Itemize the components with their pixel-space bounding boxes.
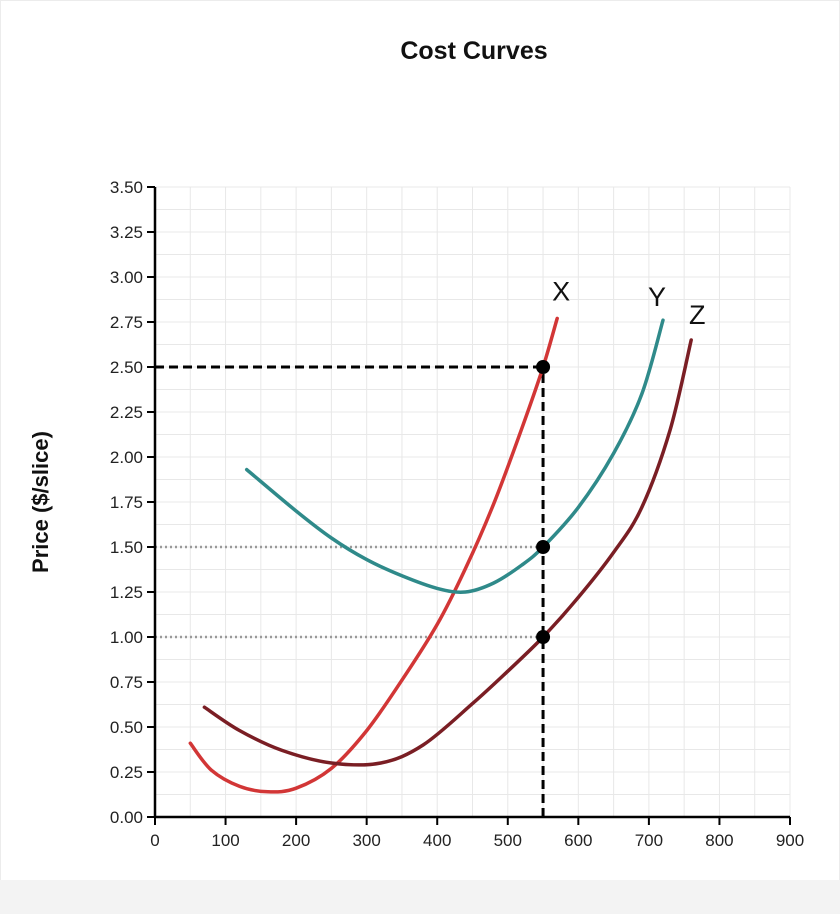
y-tick-label: 1.50 — [110, 538, 143, 557]
series-line-x — [188, 316, 559, 794]
x-tick-label: 300 — [352, 831, 380, 850]
y-tick-label: 2.00 — [110, 448, 143, 467]
y-tick-label: 0.00 — [110, 808, 143, 827]
y-tick-label: 0.50 — [110, 718, 143, 737]
marker-point-1 — [536, 540, 551, 554]
x-tick-label: 400 — [423, 831, 451, 850]
y-axis-label: Price ($/slice) — [28, 431, 53, 573]
y-tick-label: 1.75 — [110, 493, 143, 512]
footer-band — [0, 880, 840, 914]
tick-labels: 0.00 0.25 0.50 0.75 1.00 1.25 1.50 1.75 2.00 2.25… — [110, 178, 804, 850]
y-tick-label: 3.50 — [110, 178, 143, 197]
y-tick-label: 0.75 — [110, 673, 143, 692]
x-tick-label: 600 — [564, 831, 592, 850]
y-tick-label: 2.25 — [110, 403, 143, 422]
y-tick-label: 2.75 — [110, 313, 143, 332]
series-line-z — [202, 338, 693, 767]
x-tick-label: 200 — [282, 831, 310, 850]
y-tick-label: 1.25 — [110, 583, 143, 602]
markers-group — [536, 360, 551, 644]
y-tick-label: 2.50 — [110, 358, 143, 377]
y-tick-label: 0.25 — [110, 763, 143, 782]
x-tick-label: 700 — [635, 831, 663, 850]
x-tick-label: 800 — [705, 831, 733, 850]
y-tick-label: 3.25 — [110, 223, 143, 242]
series-group — [188, 316, 693, 794]
chart-title: Cost Curves — [400, 37, 547, 65]
series-label-x: X — [552, 276, 570, 306]
x-tick-label: 100 — [211, 831, 239, 850]
series-label-y: Y — [648, 282, 666, 312]
axes — [147, 186, 791, 825]
x-tick-label: 900 — [776, 831, 804, 850]
reference-lines — [155, 365, 545, 817]
marker-point-2 — [536, 630, 551, 644]
series-label-z: Z — [689, 300, 706, 330]
x-tick-label: 500 — [494, 831, 522, 850]
series-labels: X YZ — [552, 276, 705, 330]
x-tick-label: 0 — [150, 831, 159, 850]
y-tick-label: 1.00 — [110, 628, 143, 647]
series-line-y — [244, 318, 665, 594]
marker-point-0 — [536, 360, 551, 374]
grid — [154, 186, 791, 818]
y-tick-label: 3.00 — [110, 268, 143, 287]
